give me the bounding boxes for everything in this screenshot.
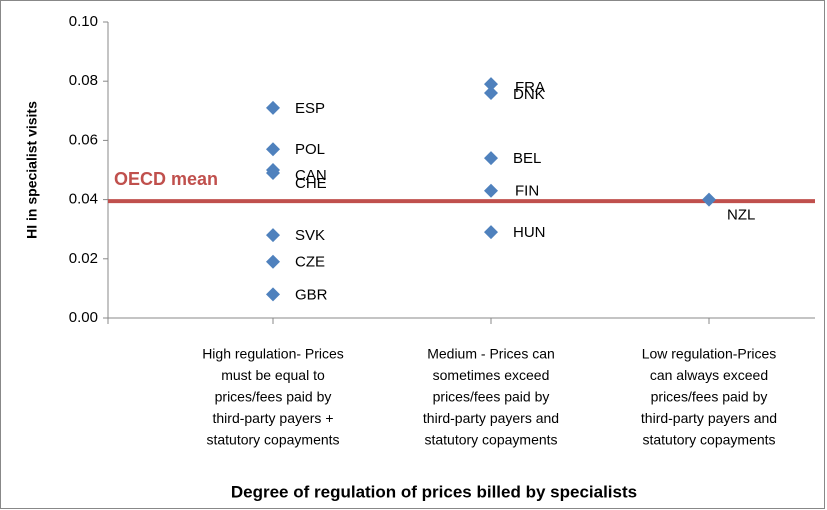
point-label: ESP [295,100,325,117]
point-label: DNK [513,86,545,103]
point [484,77,498,92]
point-label: CAN [295,167,327,184]
x-tick-label: must be equal to [221,367,325,383]
x-tick-label: statutory copayments [206,432,339,448]
x-axis-title: Degree of regulation of prices billed by… [231,482,637,501]
point [266,287,280,302]
x-tick-label: third-party payers + [213,410,334,426]
point-label: NZL [727,207,755,224]
point [484,151,498,166]
x-tick-label: Medium - Prices can [427,346,555,362]
x-tick-label: third-party payers and [641,410,777,426]
point-label: GBR [295,286,328,303]
point [266,228,280,243]
y-tick-label: 0.10 [69,13,98,30]
x-tick-label: sometimes exceed [433,367,550,383]
y-tick-label: 0.04 [69,191,98,208]
point [484,183,498,198]
x-tick-label: third-party payers and [423,410,559,426]
y-tick-label: 0.02 [69,250,98,267]
y-tick-label: 0.08 [69,72,98,89]
point [266,165,280,180]
y-tick-label: 0.00 [69,309,98,326]
reference-label: OECD mean [114,169,218,189]
point-label: POL [295,141,325,158]
point-label: FRA [515,79,545,96]
x-tick-label: Low regulation-Prices [642,346,777,362]
point [484,225,498,240]
point [484,86,498,101]
x-tick-label: statutory copayments [424,432,557,448]
x-tick-label: prices/fees paid by [651,389,768,405]
y-axis-title: HI in specialist visits [24,101,40,239]
x-tick-label: prices/fees paid by [433,389,550,405]
point-label: FIN [515,183,539,200]
point [266,254,280,269]
x-tick-label: can always exceed [650,367,768,383]
y-tick-label: 0.06 [69,131,98,148]
point-label: CZE [295,254,325,271]
point-label: SVK [295,227,325,244]
x-tick-label: prices/fees paid by [215,389,332,405]
x-tick-label: statutory copayments [642,432,775,448]
point [266,100,280,115]
point-label: CHE [295,175,327,192]
x-tick-label: High regulation- Prices [202,346,344,362]
point [266,142,280,157]
point-label: HUN [513,224,546,241]
point-label: BEL [513,150,541,167]
point [702,192,716,207]
